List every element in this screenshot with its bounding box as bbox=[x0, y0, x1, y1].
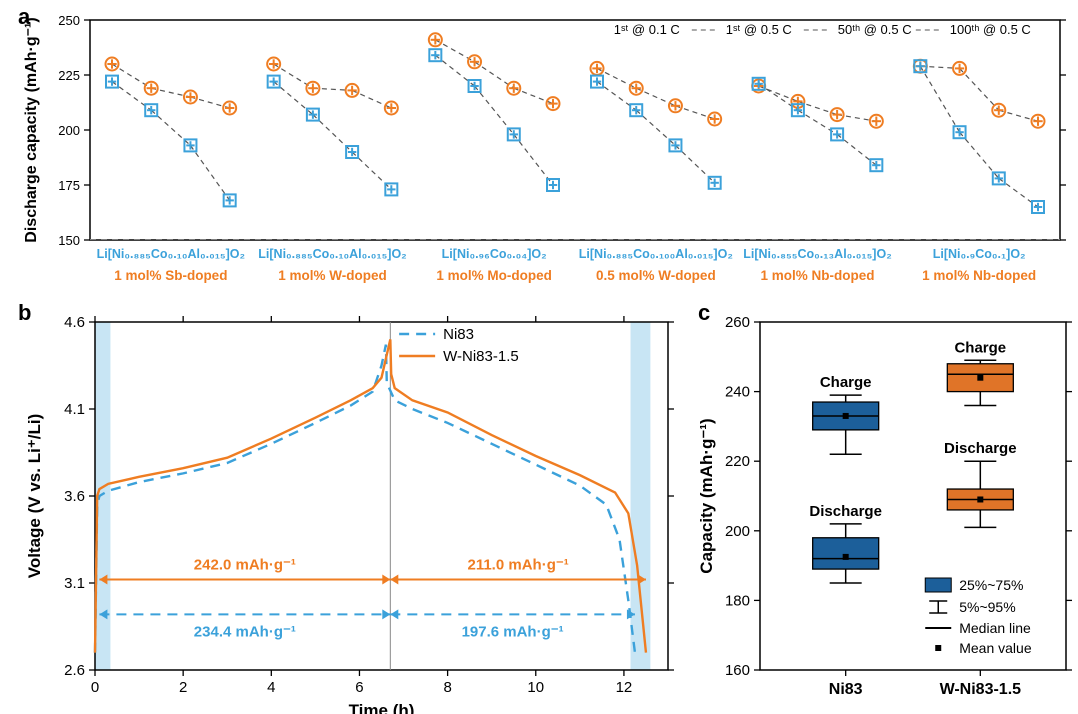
svg-text:220: 220 bbox=[725, 453, 750, 470]
svg-text:1ˢᵗ @ 0.1 C: 1ˢᵗ @ 0.1 C bbox=[614, 22, 680, 37]
svg-text:240: 240 bbox=[725, 384, 750, 401]
panel-c: 160 180 200 220 240 260 Capacity (mAh·g⁻¹) Ni83… bbox=[690, 300, 1078, 714]
svg-text:1 mol% W-doped: 1 mol% W-doped bbox=[278, 268, 386, 283]
svg-text:W-Ni83-1.5: W-Ni83-1.5 bbox=[443, 348, 519, 365]
svg-text:250: 250 bbox=[58, 13, 80, 28]
svg-text:Median line: Median line bbox=[959, 620, 1031, 636]
svg-text:Mean value: Mean value bbox=[959, 640, 1032, 656]
svg-text:10: 10 bbox=[527, 679, 544, 696]
svg-text:8: 8 bbox=[443, 679, 451, 696]
svg-text:260: 260 bbox=[725, 314, 750, 331]
svg-text:4.1: 4.1 bbox=[64, 401, 85, 418]
svg-text:1ˢᵗ @ 0.5 C: 1ˢᵗ @ 0.5 C bbox=[726, 22, 792, 37]
svg-text:180: 180 bbox=[725, 592, 750, 609]
svg-text:Li[Ni₀.₈₈₅Co₀.₁₀Al₀.₀₁₅]O₂: Li[Ni₀.₈₈₅Co₀.₁₀Al₀.₀₁₅]O₂ bbox=[258, 247, 406, 261]
svg-text:W-Ni83-1.5: W-Ni83-1.5 bbox=[940, 681, 1022, 698]
svg-text:Li[Ni₀.₉Co₀.₁]O₂: Li[Ni₀.₉Co₀.₁]O₂ bbox=[933, 247, 1026, 261]
svg-text:234.4 mAh·g⁻¹: 234.4 mAh·g⁻¹ bbox=[194, 623, 296, 640]
svg-text:3.6: 3.6 bbox=[64, 488, 85, 505]
svg-text:Charge: Charge bbox=[954, 339, 1006, 356]
svg-text:1 mol% Nb-doped: 1 mol% Nb-doped bbox=[922, 268, 1036, 283]
svg-text:100ᵗʰ @ 0.5 C: 100ᵗʰ @ 0.5 C bbox=[950, 22, 1031, 37]
svg-text:12: 12 bbox=[616, 679, 633, 696]
svg-text:211.0 mAh·g⁻¹: 211.0 mAh·g⁻¹ bbox=[467, 557, 568, 574]
svg-text:Charge: Charge bbox=[820, 374, 872, 391]
svg-text:50ᵗʰ @ 0.5 C: 50ᵗʰ @ 0.5 C bbox=[838, 22, 912, 37]
svg-text:6: 6 bbox=[355, 679, 363, 696]
panel-a: 150 175 200 225 250 Discharge capacity (mAh·g… bbox=[0, 0, 1078, 300]
svg-text:Capacity (mAh·g⁻¹): Capacity (mAh·g⁻¹) bbox=[697, 418, 716, 573]
svg-text:175: 175 bbox=[58, 178, 80, 193]
svg-text:2.6: 2.6 bbox=[64, 662, 85, 679]
svg-text:Li[Ni₀.₈₅₅Co₀.₁₃Al₀.₀₁₅]O₂: Li[Ni₀.₈₅₅Co₀.₁₃Al₀.₀₁₅]O₂ bbox=[743, 247, 892, 261]
svg-text:0.5 mol% W-doped: 0.5 mol% W-doped bbox=[596, 268, 716, 283]
svg-text:3.1: 3.1 bbox=[64, 575, 85, 592]
svg-text:200: 200 bbox=[725, 523, 750, 540]
svg-text:1 mol% Nb-doped: 1 mol% Nb-doped bbox=[761, 268, 875, 283]
svg-text:1 mol% Sb-doped: 1 mol% Sb-doped bbox=[114, 268, 227, 283]
svg-text:0: 0 bbox=[91, 679, 99, 696]
svg-text:Li[Ni₀.₈₈₅Co₀.₁₀Al₀.₀₁₅]O₂: Li[Ni₀.₈₈₅Co₀.₁₀Al₀.₀₁₅]O₂ bbox=[97, 247, 245, 261]
svg-text:Li[Ni₀.₈₈₅Co₀.₁₀₀Al₀.₀₁₅]O₂: Li[Ni₀.₈₈₅Co₀.₁₀₀Al₀.₀₁₅]O₂ bbox=[579, 247, 733, 261]
svg-text:Time (h): Time (h) bbox=[349, 701, 415, 714]
svg-text:242.0 mAh·g⁻¹: 242.0 mAh·g⁻¹ bbox=[194, 557, 296, 574]
svg-text:25%~75%: 25%~75% bbox=[959, 577, 1023, 593]
svg-text:225: 225 bbox=[58, 68, 80, 83]
svg-text:4: 4 bbox=[267, 679, 275, 696]
svg-text:Ni83: Ni83 bbox=[443, 326, 474, 343]
svg-text:Discharge: Discharge bbox=[809, 503, 882, 520]
svg-text:Discharge capacity (mAh·g⁻¹): Discharge capacity (mAh·g⁻¹) bbox=[23, 17, 40, 242]
svg-text:Voltage (V vs. Li⁺/Li): Voltage (V vs. Li⁺/Li) bbox=[25, 414, 44, 579]
panel-b: 0 2 4 6 8 10 12 2.6 3.1 3.6 4.1 4.6 Time (h) Voltage … bbox=[0, 300, 690, 714]
svg-text:1 mol% Mo-doped: 1 mol% Mo-doped bbox=[436, 268, 552, 283]
svg-text:Li[Ni₀.₉₆Co₀.₀₄]O₂: Li[Ni₀.₉₆Co₀.₀₄]O₂ bbox=[442, 247, 547, 261]
svg-text:Ni83: Ni83 bbox=[829, 681, 863, 698]
svg-text:5%~95%: 5%~95% bbox=[959, 599, 1015, 615]
svg-text:150: 150 bbox=[58, 233, 80, 248]
svg-text:197.6 mAh·g⁻¹: 197.6 mAh·g⁻¹ bbox=[462, 623, 564, 640]
svg-text:4.6: 4.6 bbox=[64, 314, 85, 331]
svg-text:200: 200 bbox=[58, 123, 80, 138]
svg-text:160: 160 bbox=[725, 662, 750, 679]
svg-text:Discharge: Discharge bbox=[944, 440, 1017, 457]
svg-text:2: 2 bbox=[179, 679, 187, 696]
